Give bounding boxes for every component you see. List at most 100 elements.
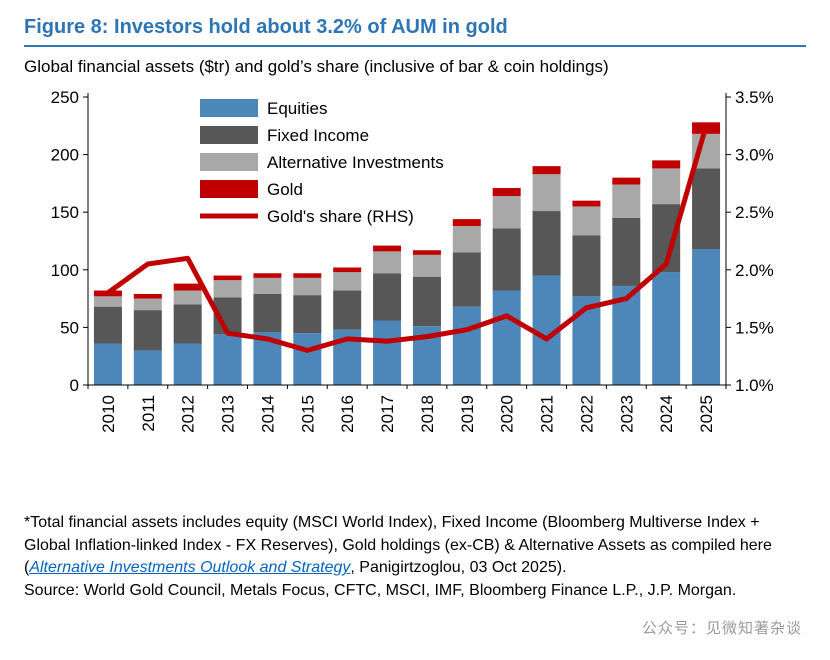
bar-segment [452, 306, 481, 385]
bar-segment [333, 290, 362, 330]
bar-segment [532, 211, 561, 276]
x-axis-category-label: 2016 [338, 395, 357, 433]
legend-swatch [200, 126, 258, 144]
bar-segment [652, 168, 681, 205]
bar-segment [133, 350, 162, 385]
bar-segment [173, 290, 202, 305]
legend-swatch [200, 180, 258, 198]
title-rule [24, 45, 806, 47]
bar-segment [333, 267, 362, 273]
legend-line-swatch [200, 213, 258, 219]
legend-swatch [200, 99, 258, 117]
bar-segment [293, 277, 322, 296]
bar-segment [93, 343, 122, 385]
bar-segment [133, 298, 162, 311]
bar-segment [412, 254, 441, 277]
right-axis-tick-label: 2.5% [735, 203, 774, 222]
x-axis-category-label: 2025 [697, 395, 716, 433]
bar-segment [572, 200, 601, 207]
left-axis-tick-label: 200 [51, 146, 79, 165]
x-axis-category-label: 2019 [458, 395, 477, 433]
bar-segment [412, 276, 441, 327]
bar-segment [373, 273, 402, 321]
legend-label: Gold [267, 180, 303, 199]
legend-item: Equities [200, 99, 327, 118]
footnote-pre: *Total financial assets includes equity … [24, 514, 772, 577]
bar-segment [293, 333, 322, 385]
right-axis-tick-label: 3.0% [735, 146, 774, 165]
chart-subtitle: Global financial assets ($tr) and gold’s… [24, 57, 609, 76]
bar-segment [612, 184, 641, 218]
bar-segment [93, 296, 122, 307]
x-axis-category-label: 2013 [219, 395, 238, 433]
x-axis-category-label: 2021 [538, 395, 557, 433]
left-axis-tick-label: 0 [70, 376, 79, 395]
bar-segment [253, 293, 282, 333]
x-axis-category-label: 2024 [657, 395, 676, 433]
legend-label: Equities [267, 99, 327, 118]
bar-segment [173, 304, 202, 344]
bar-segment [612, 177, 641, 185]
bar-segment [692, 249, 721, 385]
gold-share-line [105, 123, 709, 353]
bar-segment [293, 295, 322, 334]
bar-segment [412, 250, 441, 255]
bar-segment [293, 273, 322, 278]
right-axis-tick-label: 3.5% [735, 88, 774, 107]
bar-segment [612, 217, 641, 286]
bar-segment [333, 272, 362, 291]
bar-segment [452, 219, 481, 227]
x-axis-category-label: 2012 [179, 395, 198, 433]
bar-segment [452, 226, 481, 253]
right-axis-tick-label: 1.0% [735, 376, 774, 395]
footnote-link[interactable]: Alternative Investments Outlook and Stra… [29, 559, 351, 577]
legend-label: Fixed Income [267, 126, 369, 145]
bar-segment [373, 245, 402, 252]
footnote-source: Source: World Gold Council, Metals Focus… [24, 582, 737, 600]
x-axis-category-label: 2017 [378, 395, 397, 433]
bar-segment [532, 166, 561, 175]
x-axis-category-label: 2011 [139, 395, 158, 432]
bar-segment [133, 310, 162, 351]
footnote: *Total financial assets includes equity … [24, 512, 806, 603]
bar-segment [492, 228, 521, 291]
bar-segment [692, 168, 721, 250]
bar-segment [532, 174, 561, 212]
right-axis-tick-label: 1.5% [735, 318, 774, 337]
chart-canvas: 0 50 100 150 200 250 1.0% 1.5% 2.0% 2.5% 3.0% 3.5% 2… [51, 88, 774, 433]
bar-segment [373, 251, 402, 274]
legend-label: Gold's share (RHS) [267, 207, 414, 226]
bar-segment [173, 343, 202, 385]
x-axis-category-label: 2018 [418, 395, 437, 433]
chart-area: 0 50 100 150 200 250 1.0% 1.5% 2.0% 2.5% 3.0% 3.5% 2… [24, 83, 806, 460]
bar-segment [213, 280, 242, 298]
legend-item: Alternative Investments [200, 153, 444, 172]
bar-segment [492, 196, 521, 229]
x-axis-category-label: 2015 [298, 395, 317, 433]
bar-segment [652, 160, 681, 169]
bar-segment [572, 235, 601, 297]
figure-title: Figure 8: Investors hold about 3.2% of A… [24, 16, 508, 38]
footnote-text: *Total financial assets includes equity … [24, 512, 806, 580]
bar-segment [452, 252, 481, 307]
left-axis-tick-label: 250 [51, 88, 79, 107]
legend-item: Gold [200, 180, 303, 199]
bar-segment [492, 290, 521, 385]
watermark: 公众号：见微知著杂谈 [641, 620, 802, 637]
x-axis-category-label: 2014 [258, 395, 277, 433]
x-axis-category-label: 2010 [99, 395, 118, 433]
x-axis-category-label: 2020 [498, 395, 517, 433]
bar-segment [173, 283, 202, 291]
x-axis-category-label: 2022 [577, 395, 596, 433]
left-axis-tick-label: 50 [60, 318, 79, 337]
bar-segment [213, 275, 242, 281]
bar-segment [373, 320, 402, 385]
bar-segment [253, 277, 282, 294]
footnote-post: , Panigirtzoglou, 03 Oct 2025). [350, 559, 567, 577]
legend-item: Gold's share (RHS) [200, 207, 414, 226]
legend-swatch [200, 153, 258, 171]
legend-label: Alternative Investments [267, 153, 444, 172]
bar-segment [93, 306, 122, 344]
bar-segment [133, 293, 162, 299]
